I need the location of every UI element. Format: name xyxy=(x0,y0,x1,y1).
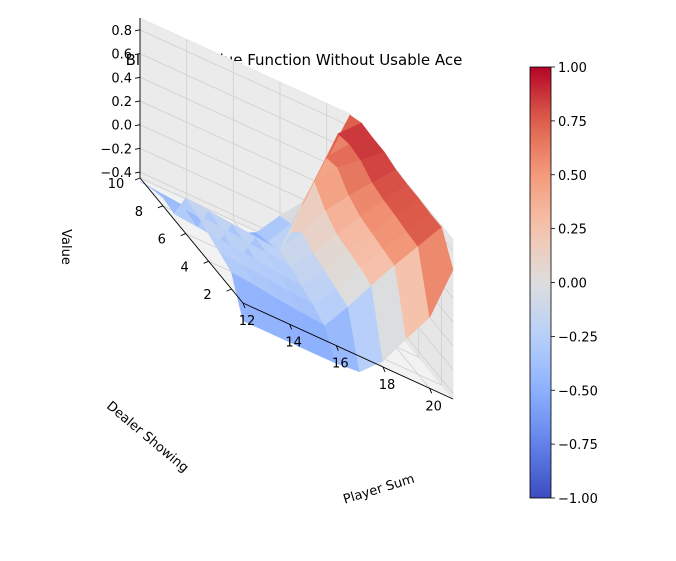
y-axis-label: Dealer Showing xyxy=(103,399,191,476)
axis-lines xyxy=(139,18,454,400)
y-tick xyxy=(226,288,232,292)
y-tick-label: 6 xyxy=(158,233,166,248)
x-tick-label: 12 xyxy=(239,314,256,329)
y-axis-line xyxy=(139,177,244,304)
z-tick xyxy=(134,124,141,127)
colorbar-tick-label: −0.50 xyxy=(558,384,598,399)
axes-3d: 1214161820246810−0.4−0.20.00.20.40.60.8 … xyxy=(58,17,454,508)
x-tick-label: 18 xyxy=(379,378,396,393)
y-tick xyxy=(203,260,209,264)
y-tick-label: 4 xyxy=(181,260,189,275)
x-tick xyxy=(242,302,246,309)
z-tick xyxy=(134,100,141,103)
y-tick-label: 2 xyxy=(203,288,211,303)
colorbar-tick-label: 0.50 xyxy=(558,169,587,184)
y-tick xyxy=(180,233,186,236)
colorbar-tick-label: −0.25 xyxy=(558,330,598,345)
x-tick xyxy=(335,345,339,351)
y-tick-label: 10 xyxy=(108,177,125,192)
y-tick xyxy=(157,205,164,209)
z-tick xyxy=(134,53,141,55)
colorbar-tick-label: 0.00 xyxy=(558,277,587,292)
x-tick-label: 16 xyxy=(332,357,349,372)
colorbar-gradient xyxy=(529,66,552,499)
z-tick-label: 0.2 xyxy=(111,95,132,110)
z-tick-label: 0.0 xyxy=(111,119,132,134)
x-axis-label: Player Sum xyxy=(342,472,417,508)
colorbar-tick-label: −1.00 xyxy=(558,492,598,507)
z-tick xyxy=(134,76,141,79)
colorbar-tick-label: 1.00 xyxy=(558,61,587,76)
x-tick xyxy=(289,324,293,330)
z-tick-label: 0.8 xyxy=(111,24,132,39)
z-axis-label: Value xyxy=(58,229,73,265)
colorbar-ticks: −1.00 −0.75 −0.50 −0.25 0.00 0.25 0.50 0.75 1.00 xyxy=(551,61,598,507)
colorbar: −1.00 −0.75 −0.50 −0.25 0.00 0.25 0.50 0.75 1.00 xyxy=(529,61,598,507)
x-tick xyxy=(382,366,386,373)
x-tick-label: 20 xyxy=(425,399,442,414)
z-tick-label: −0.2 xyxy=(100,142,132,157)
colorbar-tick-label: 0.75 xyxy=(558,115,587,130)
surface-plot xyxy=(139,114,454,373)
z-tick-label: 0.4 xyxy=(111,71,132,86)
z-tick-label: −0.4 xyxy=(100,166,132,181)
z-tick xyxy=(134,171,141,174)
z-tick xyxy=(134,29,141,32)
x-tick xyxy=(429,388,433,394)
y-tick xyxy=(134,177,141,181)
colorbar-tick-label: −0.75 xyxy=(558,438,598,453)
z-tick xyxy=(134,147,141,150)
z-tick-label: 0.6 xyxy=(111,48,132,63)
surface-patch xyxy=(417,227,454,318)
x-axis-line xyxy=(242,302,454,400)
colorbar-tick-label: 0.25 xyxy=(558,223,587,238)
y-tick-label: 8 xyxy=(135,205,143,220)
x-tick-label: 14 xyxy=(285,335,302,350)
